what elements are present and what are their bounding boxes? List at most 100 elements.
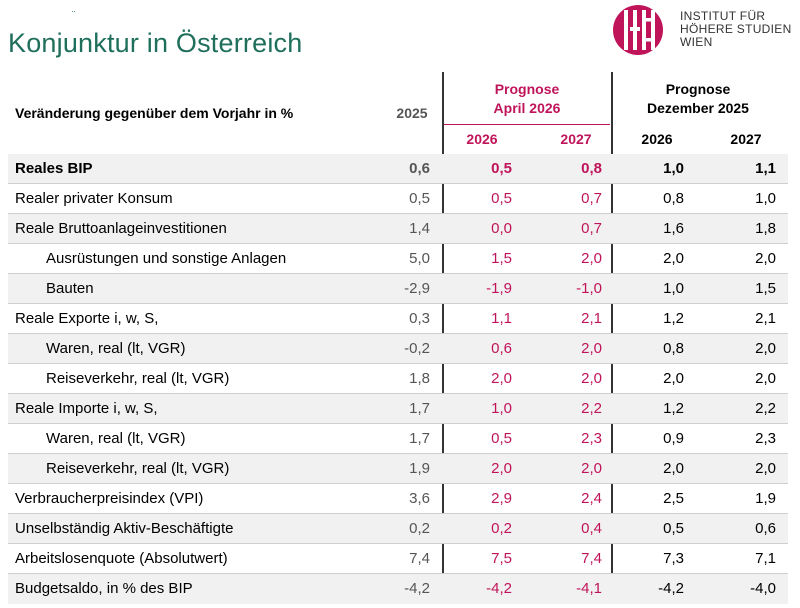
row-label: Budgetsaldo, in % des BIP [15,580,193,597]
table-row: Reiseverkehr, real (lt, VGR) 1,9 2,0 2,0… [8,454,788,484]
row-label: Reale Bruttoanlageinvestitionen [15,220,227,237]
value-april-2027: 2,4 [581,490,602,507]
header-dez-2027: 2027 [730,131,762,147]
header-prognose-april: Prognose April 2026 [444,80,610,118]
value-april-2027: -4,1 [576,580,602,597]
value-dez-2027: 0,6 [755,520,776,537]
value-april-2027: 7,4 [581,550,602,567]
value-april-2026: 2,9 [491,490,512,507]
value-dez-2027: 2,0 [755,460,776,477]
value-april-2026: 1,0 [491,400,512,417]
value-april-2027: 2,0 [581,250,602,267]
value-april-2027: 2,0 [581,340,602,357]
value-april-2027: 2,1 [581,310,602,327]
table-row: Reiseverkehr, real (lt, VGR) 1,8 2,0 2,0… [8,364,788,394]
value-april-2026: 1,5 [491,250,512,267]
forecast-table: Reales BIP 0,6 0,5 0,8 1,0 1,1 Realer pr… [8,154,788,604]
value-april-2027: 2,0 [581,460,602,477]
table-row: Reale Exporte i, w, S, 0,3 1,1 2,1 1,2 2… [8,304,788,334]
value-2025: -2,9 [404,280,430,297]
row-label: Reiseverkehr, real (lt, VGR) [46,370,230,387]
value-april-2026: 0,6 [491,340,512,357]
value-dez-2027: 1,1 [755,160,776,177]
table-row: Reales BIP 0,6 0,5 0,8 1,0 1,1 [8,154,788,184]
value-2025: 1,7 [409,430,430,447]
value-2025: 0,2 [409,520,430,537]
value-2025: -0,2 [404,340,430,357]
value-april-2026: 0,5 [491,160,512,177]
april-header-underline [444,124,610,125]
value-april-2027: -1,0 [576,280,602,297]
row-label: Verbraucherpreisindex (VPI) [15,490,204,507]
row-label: Reiseverkehr, real (lt, VGR) [46,460,230,477]
header-prognose-dezember: Prognose Dezember 2025 [614,80,782,118]
header-april-2027: 2027 [560,131,592,147]
table-row: Bauten -2,9 -1,9 -1,0 1,0 1,5 [8,274,788,304]
table-row: Verbraucherpreisindex (VPI) 3,6 2,9 2,4 … [8,484,788,514]
value-2025: 1,9 [409,460,430,477]
table-header-label: Veränderung gegenüber dem Vorjahr in % [15,105,294,121]
ihs-logo: INSTITUT FÜR HÖHERE STUDIEN WIEN [600,4,796,56]
value-dez-2026: 0,5 [663,520,684,537]
row-label: Waren, real (lt, VGR) [46,340,186,357]
row-label: Reale Importe i, w, S, [15,400,158,417]
value-dez-2026: 2,5 [663,490,684,507]
value-dez-2027: -4,0 [750,580,776,597]
value-april-2027: 2,3 [581,430,602,447]
value-april-2027: 0,7 [581,190,602,207]
row-label: Arbeitslosenquote (Absolutwert) [15,550,228,567]
value-april-2026: 0,2 [491,520,512,537]
value-2025: 0,6 [409,160,430,177]
value-dez-2026: 0,8 [663,190,684,207]
value-2025: 0,5 [409,190,430,207]
value-april-2026: 0,5 [491,430,512,447]
row-label: Unselbständig Aktiv-Beschäftigte [15,520,234,537]
value-dez-2026: 1,2 [663,400,684,417]
row-label: Waren, real (lt, VGR) [46,430,186,447]
value-dez-2026: 0,8 [663,340,684,357]
value-dez-2027: 2,0 [755,370,776,387]
row-label: Ausrüstungen und sonstige Anlagen [46,250,287,267]
header-april-2026: 2026 [466,131,498,147]
value-april-2026: 2,0 [491,370,512,387]
value-2025: -4,2 [404,580,430,597]
value-april-2026: 0,0 [491,220,512,237]
page-title: Konjunktur in Österreich [8,28,303,58]
row-label: Reales BIP [15,160,93,177]
value-april-2027: 2,0 [581,370,602,387]
value-april-2026: 0,5 [491,190,512,207]
value-dez-2026: 7,3 [663,550,684,567]
value-dez-2026: 1,0 [663,280,684,297]
row-label: Reale Exporte i, w, S, [15,310,159,327]
header-prognose-april-line2: April 2026 [493,100,561,116]
table-row: Waren, real (lt, VGR) 1,7 0,5 2,3 0,9 2,… [8,424,788,454]
table-row: Waren, real (lt, VGR) -0,2 0,6 2,0 0,8 2… [8,334,788,364]
ihs-logo-icon [613,5,663,55]
header-2025: 2025 [396,105,428,121]
value-dez-2027: 2,1 [755,310,776,327]
value-april-2026: 1,1 [491,310,512,327]
value-dez-2027: 1,0 [755,190,776,207]
value-dez-2026: 1,6 [663,220,684,237]
value-dez-2027: 2,3 [755,430,776,447]
value-2025: 1,4 [409,220,430,237]
value-dez-2027: 2,0 [755,250,776,267]
value-2025: 7,4 [409,550,430,567]
value-dez-2027: 2,2 [755,400,776,417]
value-dez-2027: 1,9 [755,490,776,507]
value-april-2026: -4,2 [486,580,512,597]
value-april-2027: 2,2 [581,400,602,417]
value-dez-2026: 1,2 [663,310,684,327]
logo-line-3: WIEN [680,35,713,49]
table-row: Arbeitslosenquote (Absolutwert) 7,4 7,5 … [8,544,788,574]
value-dez-2027: 1,8 [755,220,776,237]
header-prognose-dez-line2: Dezember 2025 [647,100,749,116]
row-label: Realer privater Konsum [15,190,173,207]
value-dez-2027: 2,0 [755,340,776,357]
value-dez-2026: -4,2 [658,580,684,597]
value-dez-2027: 1,5 [755,280,776,297]
table-row: Realer privater Konsum 0,5 0,5 0,7 0,8 1… [8,184,788,214]
value-2025: 1,8 [409,370,430,387]
header-prognose-april-line1: Prognose [494,81,560,97]
logo-line-1: INSTITUT FÜR [680,9,766,23]
